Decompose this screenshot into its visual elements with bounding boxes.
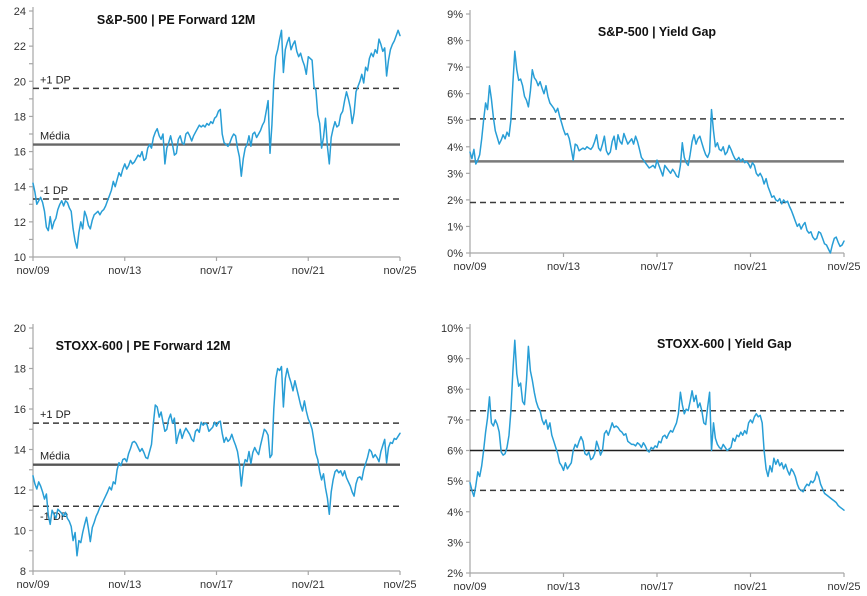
- sp500-pe-forward-12m-svg: 10 12 14 16 18 20 22 24 nov/09 nov/13 nov/17 nov/21…: [14, 6, 417, 277]
- chart-sp500-yield-gap: 0% 1% 2% 3% 4% 5% 6% 7% 8% 9% nov/09 nov/13 nov/17 no…: [433, 0, 867, 298]
- pe-forward-12m-series-line: [32, 365, 401, 557]
- y-tick-label: 16: [14, 404, 26, 416]
- y-tick-label: 12: [14, 217, 26, 229]
- chart-sp500-pe-forward-12m: 10 12 14 16 18 20 22 24 nov/09 nov/13 nov/17 nov/21…: [0, 0, 433, 298]
- chart-title: S&P-500 | PE Forward 12M: [97, 13, 255, 27]
- x-tick-label: nov/21: [292, 579, 325, 591]
- y-tick-label: 2%: [447, 195, 463, 207]
- y-tick-label: 22: [14, 41, 26, 53]
- chart-stoxx600-yield-gap: 2% 3% 4% 5% 6% 7% 8% 9% 10% nov/09 nov/13 nov/17 nov…: [433, 298, 867, 596]
- ref-line-label: -1 DP: [40, 185, 68, 197]
- yield-gap-series-line: [469, 50, 845, 254]
- y-tick-label: 9%: [447, 9, 463, 21]
- y-tick-label: 8%: [447, 384, 463, 396]
- x-tick-label: nov/25: [827, 581, 860, 593]
- y-tick-label: 10%: [441, 323, 463, 335]
- y-tick-label: 1%: [447, 221, 463, 233]
- y-tick-label: 5%: [447, 115, 463, 127]
- stoxx600-pe-forward-12m-svg: 8 10 12 14 16 18 20 nov/09 nov/13 nov/17 nov/21 nov…: [14, 323, 417, 591]
- tick-labels: 10 12 14 16 18 20 22 24 nov/09 nov/13 nov/17 nov/21…: [14, 6, 417, 277]
- y-tick-label: 4%: [447, 507, 463, 519]
- y-tick-label: 5%: [447, 476, 463, 488]
- x-tick-label: nov/13: [108, 265, 141, 277]
- chart-title: STOXX-600 | PE Forward 12M: [56, 339, 231, 353]
- y-tick-label: 18: [14, 364, 26, 376]
- ref-line-label: Média: [40, 131, 71, 143]
- x-tick-label: nov/17: [640, 261, 673, 273]
- y-tick-label: 7%: [447, 62, 463, 74]
- chart-title: STOXX-600 | Yield Gap: [657, 337, 792, 351]
- x-tick-label: nov/09: [453, 261, 486, 273]
- y-tick-label: 10: [14, 526, 26, 538]
- tick-labels: 8 10 12 14 16 18 20 nov/09 nov/13 nov/17 nov/21 nov…: [14, 323, 417, 591]
- x-tick-label: nov/21: [292, 265, 325, 277]
- x-tick-label: nov/25: [383, 265, 416, 277]
- axes: [29, 324, 401, 575]
- y-tick-label: 6%: [447, 446, 463, 458]
- y-tick-label: 16: [14, 147, 26, 159]
- y-tick-label: 8: [20, 566, 26, 578]
- y-tick-label: 9%: [447, 354, 463, 366]
- chart-title: S&P-500 | Yield Gap: [598, 25, 716, 39]
- axes: [466, 324, 845, 577]
- tick-labels: 2% 3% 4% 5% 6% 7% 8% 9% 10% nov/09 nov/13 nov/17 nov…: [441, 323, 861, 593]
- chart-stoxx600-pe-forward-12m: 8 10 12 14 16 18 20 nov/09 nov/13 nov/17 nov/21 nov…: [0, 298, 433, 596]
- x-tick-label: nov/13: [547, 261, 580, 273]
- y-tick-label: 4%: [447, 142, 463, 154]
- sp500-yield-gap-svg: 0% 1% 2% 3% 4% 5% 6% 7% 8% 9% nov/09 nov/13 nov/17 no…: [447, 9, 860, 273]
- x-tick-label: nov/25: [827, 261, 860, 273]
- x-tick-label: nov/21: [734, 261, 767, 273]
- y-tick-label: 8%: [447, 36, 463, 48]
- y-tick-label: 6%: [447, 89, 463, 101]
- axes: [29, 7, 401, 261]
- y-tick-label: 20: [14, 323, 26, 335]
- pe-forward-12m-series-line: [32, 29, 401, 249]
- ref-line-label: -1 DP: [40, 511, 68, 523]
- y-tick-label: 18: [14, 111, 26, 123]
- x-tick-label: nov/25: [383, 579, 416, 591]
- y-tick-label: 24: [14, 6, 26, 18]
- x-tick-label: nov/21: [734, 581, 767, 593]
- yield-gap-series-line: [469, 339, 845, 511]
- y-tick-label: 14: [14, 445, 26, 457]
- y-tick-label: 20: [14, 76, 26, 88]
- ref-line-label: +1 DP: [40, 74, 71, 86]
- x-tick-label: nov/17: [200, 579, 233, 591]
- stoxx600-yield-gap-svg: 2% 3% 4% 5% 6% 7% 8% 9% 10% nov/09 nov/13 nov/17 nov…: [441, 323, 861, 593]
- y-tick-label: 14: [14, 182, 26, 194]
- y-tick-label: 7%: [447, 415, 463, 427]
- ref-line-label: +1 DP: [40, 409, 71, 421]
- x-tick-label: nov/17: [640, 581, 673, 593]
- y-tick-label: 12: [14, 485, 26, 497]
- ref-line-label: Média: [40, 451, 71, 463]
- y-tick-label: 10: [14, 252, 26, 264]
- x-tick-label: nov/09: [16, 579, 49, 591]
- x-tick-label: nov/09: [453, 581, 486, 593]
- x-tick-label: nov/13: [108, 579, 141, 591]
- axes: [466, 10, 845, 257]
- y-tick-label: 0%: [447, 248, 463, 260]
- y-tick-label: 3%: [447, 537, 463, 549]
- x-tick-label: nov/17: [200, 265, 233, 277]
- x-tick-label: nov/09: [16, 265, 49, 277]
- tick-labels: 0% 1% 2% 3% 4% 5% 6% 7% 8% 9% nov/09 nov/13 nov/17 no…: [447, 9, 860, 273]
- y-tick-label: 2%: [447, 568, 463, 580]
- x-tick-label: nov/13: [547, 581, 580, 593]
- y-tick-label: 3%: [447, 168, 463, 180]
